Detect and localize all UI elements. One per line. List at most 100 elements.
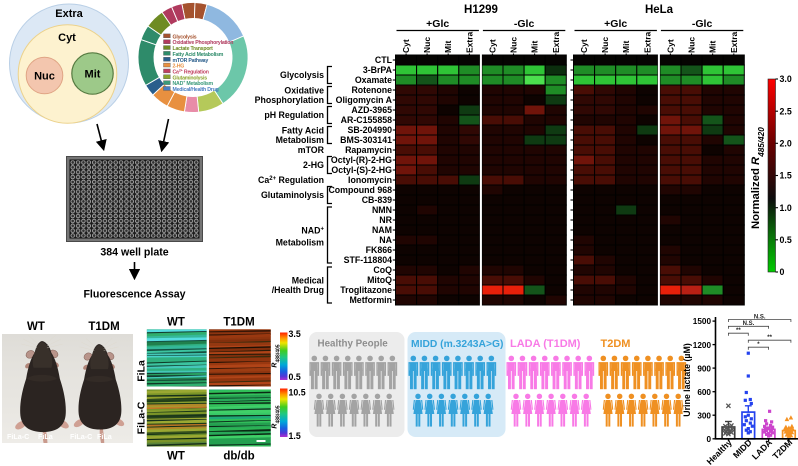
svg-text:Cyt: Cyt xyxy=(579,39,589,53)
svg-text:0.5: 0.5 xyxy=(289,372,301,382)
svg-text:Rotenone: Rotenone xyxy=(351,85,392,95)
svg-text:Fatty Acid Metabolism: Fatty Acid Metabolism xyxy=(173,52,224,58)
svg-text:Glutaminolysis: Glutaminolysis xyxy=(173,75,208,81)
svg-text:T1DM: T1DM xyxy=(223,317,254,329)
svg-text:Rapamycin: Rapamycin xyxy=(345,145,392,155)
svg-text:FiLa-C: FiLa-C xyxy=(70,432,92,441)
svg-text:+Glc: +Glc xyxy=(604,18,627,30)
svg-text:+Glc: +Glc xyxy=(426,18,449,30)
svg-text:LADA: LADA xyxy=(750,437,775,462)
svg-text:WT: WT xyxy=(167,317,185,329)
svg-text:WT: WT xyxy=(27,321,45,333)
svg-text:Nuc: Nuc xyxy=(509,37,519,53)
svg-text:Metabolism: Metabolism xyxy=(276,238,325,248)
svg-text:db/db: db/db xyxy=(223,451,254,463)
svg-text:Ca2+ Regulation: Ca2+ Regulation xyxy=(258,175,324,185)
svg-text:FiLa: FiLa xyxy=(97,432,113,441)
svg-text:Cyt: Cyt xyxy=(58,32,76,44)
svg-text:1.5: 1.5 xyxy=(289,431,301,441)
svg-text:**: ** xyxy=(767,335,772,341)
svg-text:H1299: H1299 xyxy=(464,4,498,16)
svg-text:0.5: 0.5 xyxy=(780,235,792,245)
svg-text:1.0: 1.0 xyxy=(780,203,792,213)
svg-text:Mit: Mit xyxy=(708,41,718,53)
svg-text:T2DM: T2DM xyxy=(771,437,795,461)
svg-text:Ionomycin: Ionomycin xyxy=(348,175,392,185)
svg-text:NR: NR xyxy=(379,215,392,225)
svg-text:**: ** xyxy=(736,328,741,334)
svg-text:Mit: Mit xyxy=(530,41,540,53)
svg-text:Octyl-(S)-2-HG: Octyl-(S)-2-HG xyxy=(331,165,392,175)
svg-text:Nuc: Nuc xyxy=(34,71,55,83)
svg-text:NAD+: NAD+ xyxy=(301,226,324,236)
svg-text:Lactate Transport: Lactate Transport xyxy=(173,46,214,52)
svg-text:MIDD (m.3243A>G): MIDD (m.3243A>G) xyxy=(411,339,503,350)
svg-text:Extra: Extra xyxy=(464,31,474,53)
svg-text:Cyt: Cyt xyxy=(665,39,675,53)
svg-text:R488/405: R488/405 xyxy=(272,405,282,428)
svg-text:Medical/Health Drug: Medical/Health Drug xyxy=(173,87,219,93)
svg-text:Oxidative Phosphorylation: Oxidative Phosphorylation xyxy=(173,40,234,46)
svg-text:Troglitazone: Troglitazone xyxy=(340,285,392,295)
svg-text:3-BrPA: 3-BrPA xyxy=(363,65,393,75)
svg-text:Mit: Mit xyxy=(443,41,453,53)
svg-text:MitoQ: MitoQ xyxy=(367,275,392,285)
svg-text:1500: 1500 xyxy=(693,317,712,326)
svg-text:Extra: Extra xyxy=(55,8,83,20)
svg-text:1.5: 1.5 xyxy=(780,171,792,181)
svg-text:Metformin: Metformin xyxy=(349,295,392,305)
svg-text:Ca2+ Regulation: Ca2+ Regulation xyxy=(173,69,209,76)
svg-text:300: 300 xyxy=(697,411,711,420)
svg-text:FiLa-C: FiLa-C xyxy=(7,432,29,441)
svg-text:-Glc: -Glc xyxy=(692,18,713,30)
svg-text:mTOR: mTOR xyxy=(298,145,325,155)
svg-text:WT: WT xyxy=(167,451,185,463)
svg-text:Mit: Mit xyxy=(621,41,631,53)
svg-text:FiLa-C: FiLa-C xyxy=(136,401,148,434)
svg-text:FiLa: FiLa xyxy=(38,432,54,441)
svg-text:2-HG: 2-HG xyxy=(303,160,324,170)
svg-text:1200: 1200 xyxy=(693,341,712,350)
svg-text:384 well plate: 384 well plate xyxy=(100,247,168,259)
svg-text:0: 0 xyxy=(706,435,711,444)
svg-text:Glycolysis: Glycolysis xyxy=(280,70,324,80)
svg-text:3.5: 3.5 xyxy=(289,329,301,339)
svg-text:N.S.: N.S. xyxy=(743,321,755,327)
svg-text:Compound 968: Compound 968 xyxy=(328,185,392,195)
svg-text:Phosphorylation: Phosphorylation xyxy=(255,95,324,105)
svg-text:CB-839: CB-839 xyxy=(362,195,392,205)
svg-text:Normalized R485/420: Normalized R485/420 xyxy=(750,127,766,229)
svg-text:Nuc: Nuc xyxy=(687,37,697,53)
svg-text:AR-C155858: AR-C155858 xyxy=(341,115,392,125)
svg-text:MIDD: MIDD xyxy=(731,437,754,460)
svg-text:Glutaminolysis: Glutaminolysis xyxy=(261,190,324,200)
svg-text:Octyl-(R)-2-HG: Octyl-(R)-2-HG xyxy=(331,155,392,165)
svg-text:Extra: Extra xyxy=(551,31,561,53)
svg-text:900: 900 xyxy=(697,364,711,373)
svg-text:BMS-303141: BMS-303141 xyxy=(340,135,392,145)
svg-text:Nuc: Nuc xyxy=(422,37,432,53)
svg-text:FK866: FK866 xyxy=(366,245,393,255)
svg-text:3.0: 3.0 xyxy=(780,74,792,84)
svg-text:Mit: Mit xyxy=(85,69,101,81)
svg-text:CTL: CTL xyxy=(375,55,393,65)
svg-text:N.S.: N.S. xyxy=(754,314,766,320)
svg-text:2.0: 2.0 xyxy=(780,139,792,149)
svg-text:Glycolysis: Glycolysis xyxy=(173,34,197,40)
svg-text:R488/405: R488/405 xyxy=(272,344,282,367)
svg-text:Metabolism: Metabolism xyxy=(276,135,325,145)
svg-text:Urine lactate (µM): Urine lactate (µM) xyxy=(682,343,692,417)
svg-text:Nuc: Nuc xyxy=(600,37,610,53)
svg-text:0: 0 xyxy=(780,267,785,277)
svg-text:STF-118804: STF-118804 xyxy=(344,255,393,265)
svg-text:Extra: Extra xyxy=(642,31,652,53)
svg-text:Cyt: Cyt xyxy=(487,39,497,53)
svg-text:Oxamate: Oxamate xyxy=(355,75,392,85)
svg-text:*: * xyxy=(757,342,760,348)
svg-text:pH Regulation: pH Regulation xyxy=(264,110,324,120)
svg-text:Oligomycin A: Oligomycin A xyxy=(336,95,393,105)
svg-text:HeLa: HeLa xyxy=(645,4,674,16)
svg-text:T1DM: T1DM xyxy=(88,321,119,333)
svg-text:FiLa: FiLa xyxy=(136,360,148,382)
svg-text:mTOR Pathway: mTOR Pathway xyxy=(173,58,209,64)
